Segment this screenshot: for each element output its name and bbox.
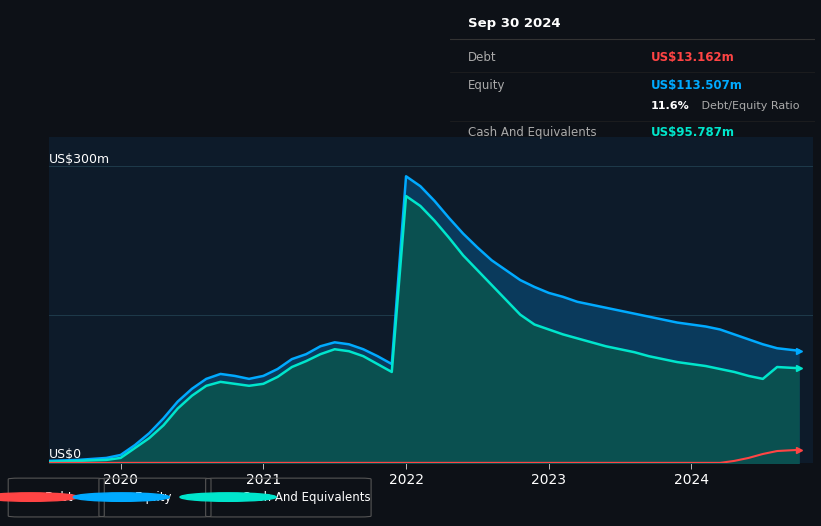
- Text: US$113.507m: US$113.507m: [651, 79, 743, 92]
- Text: US$300m: US$300m: [49, 154, 110, 166]
- Text: Sep 30 2024: Sep 30 2024: [468, 17, 561, 31]
- Text: US$0: US$0: [49, 448, 82, 461]
- Text: Equity: Equity: [135, 491, 172, 503]
- Text: Debt/Equity Ratio: Debt/Equity Ratio: [699, 101, 800, 111]
- Text: Equity: Equity: [468, 79, 506, 92]
- Text: Debt: Debt: [44, 491, 73, 503]
- Text: US$13.162m: US$13.162m: [651, 51, 735, 64]
- Text: Cash And Equivalents: Cash And Equivalents: [468, 126, 597, 139]
- Circle shape: [0, 493, 79, 501]
- Text: 11.6%: 11.6%: [651, 101, 690, 111]
- Circle shape: [73, 493, 169, 501]
- Circle shape: [180, 493, 276, 501]
- Text: Cash And Equivalents: Cash And Equivalents: [242, 491, 370, 503]
- Text: Debt: Debt: [468, 51, 497, 64]
- Text: US$95.787m: US$95.787m: [651, 126, 735, 139]
